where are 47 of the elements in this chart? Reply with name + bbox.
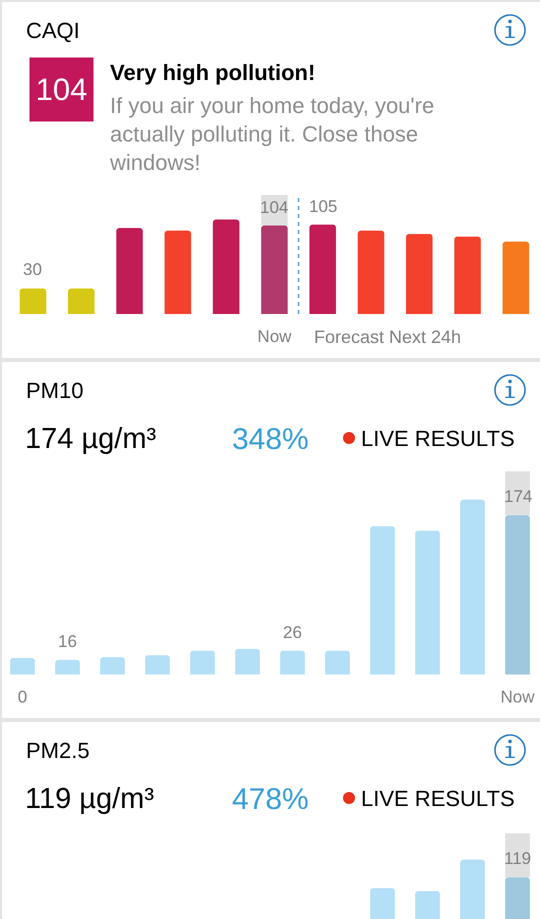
text: 104 [36, 72, 88, 107]
chart-title: PM2.5 [26, 738, 90, 763]
x-tick-label: Now [257, 327, 292, 346]
chart-subtitle: 119 µg/m³ [25, 783, 154, 815]
data-label: 26 [283, 623, 302, 642]
bar [212, 220, 240, 314]
bar [358, 230, 384, 314]
bar [415, 530, 440, 674]
bar [280, 650, 305, 674]
bar [415, 891, 440, 919]
bar [10, 658, 35, 674]
bar [145, 655, 170, 674]
bar [406, 234, 433, 314]
text: 478% [232, 783, 309, 816]
data-label: 105 [309, 197, 338, 216]
text: 348% [232, 423, 309, 456]
bar [454, 236, 481, 314]
bar [460, 860, 485, 919]
chart-subtitle: Very high pollution! [110, 60, 316, 85]
bar [235, 648, 260, 674]
chart-title: PM10 [26, 378, 84, 403]
bar [460, 500, 485, 674]
bar [55, 660, 80, 674]
chart-title: CAQI [26, 18, 80, 43]
bar [370, 888, 395, 919]
data-label: 30 [23, 260, 42, 279]
bar [370, 526, 395, 674]
text: Forecast Next 24h [314, 327, 462, 347]
bar [309, 224, 336, 314]
bar [100, 657, 125, 674]
chart-subtitle: 174 µg/m³ [25, 423, 156, 455]
bar [20, 288, 46, 314]
bar [164, 230, 192, 314]
bar [190, 650, 215, 674]
bar [116, 228, 143, 314]
data-label: 104 [260, 198, 288, 217]
bar [68, 288, 95, 314]
bar [325, 650, 350, 674]
annotation: 119 [504, 849, 532, 868]
text: If you air your home today, you're actually polluting it. Close those windows! [109, 93, 434, 176]
data-label: 16 [58, 632, 77, 651]
text: LIVE RESULTS [361, 786, 515, 811]
data-label: 174 [504, 487, 532, 506]
x-tick-label: Now [500, 688, 536, 706]
text: LIVE RESULTS [361, 426, 515, 451]
bar [502, 242, 530, 314]
x-tick-label: 0 [18, 688, 28, 706]
